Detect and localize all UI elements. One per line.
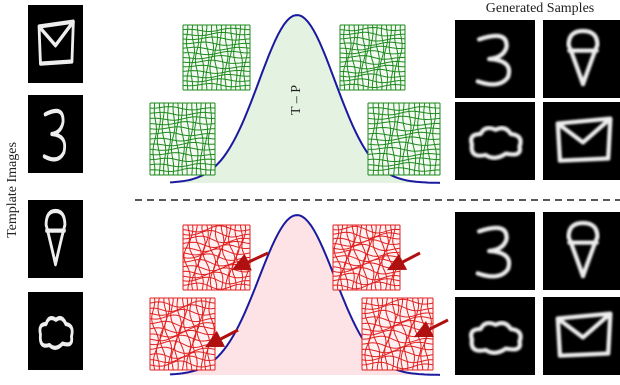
grid [362,298,433,370]
grid [333,225,400,290]
grid [368,103,440,175]
grid-bg [333,225,400,290]
image-tile [28,292,83,370]
figure: Generated Samples Template Images T – P [0,0,620,385]
image-tile [455,102,535,180]
grid [340,25,405,90]
title: Generated Samples [486,1,594,16]
grid [150,103,215,175]
image-tile [455,297,535,375]
page: Generated Samples Template Images T – P … [0,0,620,385]
side-label: Template Images [5,142,20,238]
curve-label: T – P [289,85,304,115]
grid [183,225,250,290]
grid [183,25,250,90]
grid [150,298,215,370]
